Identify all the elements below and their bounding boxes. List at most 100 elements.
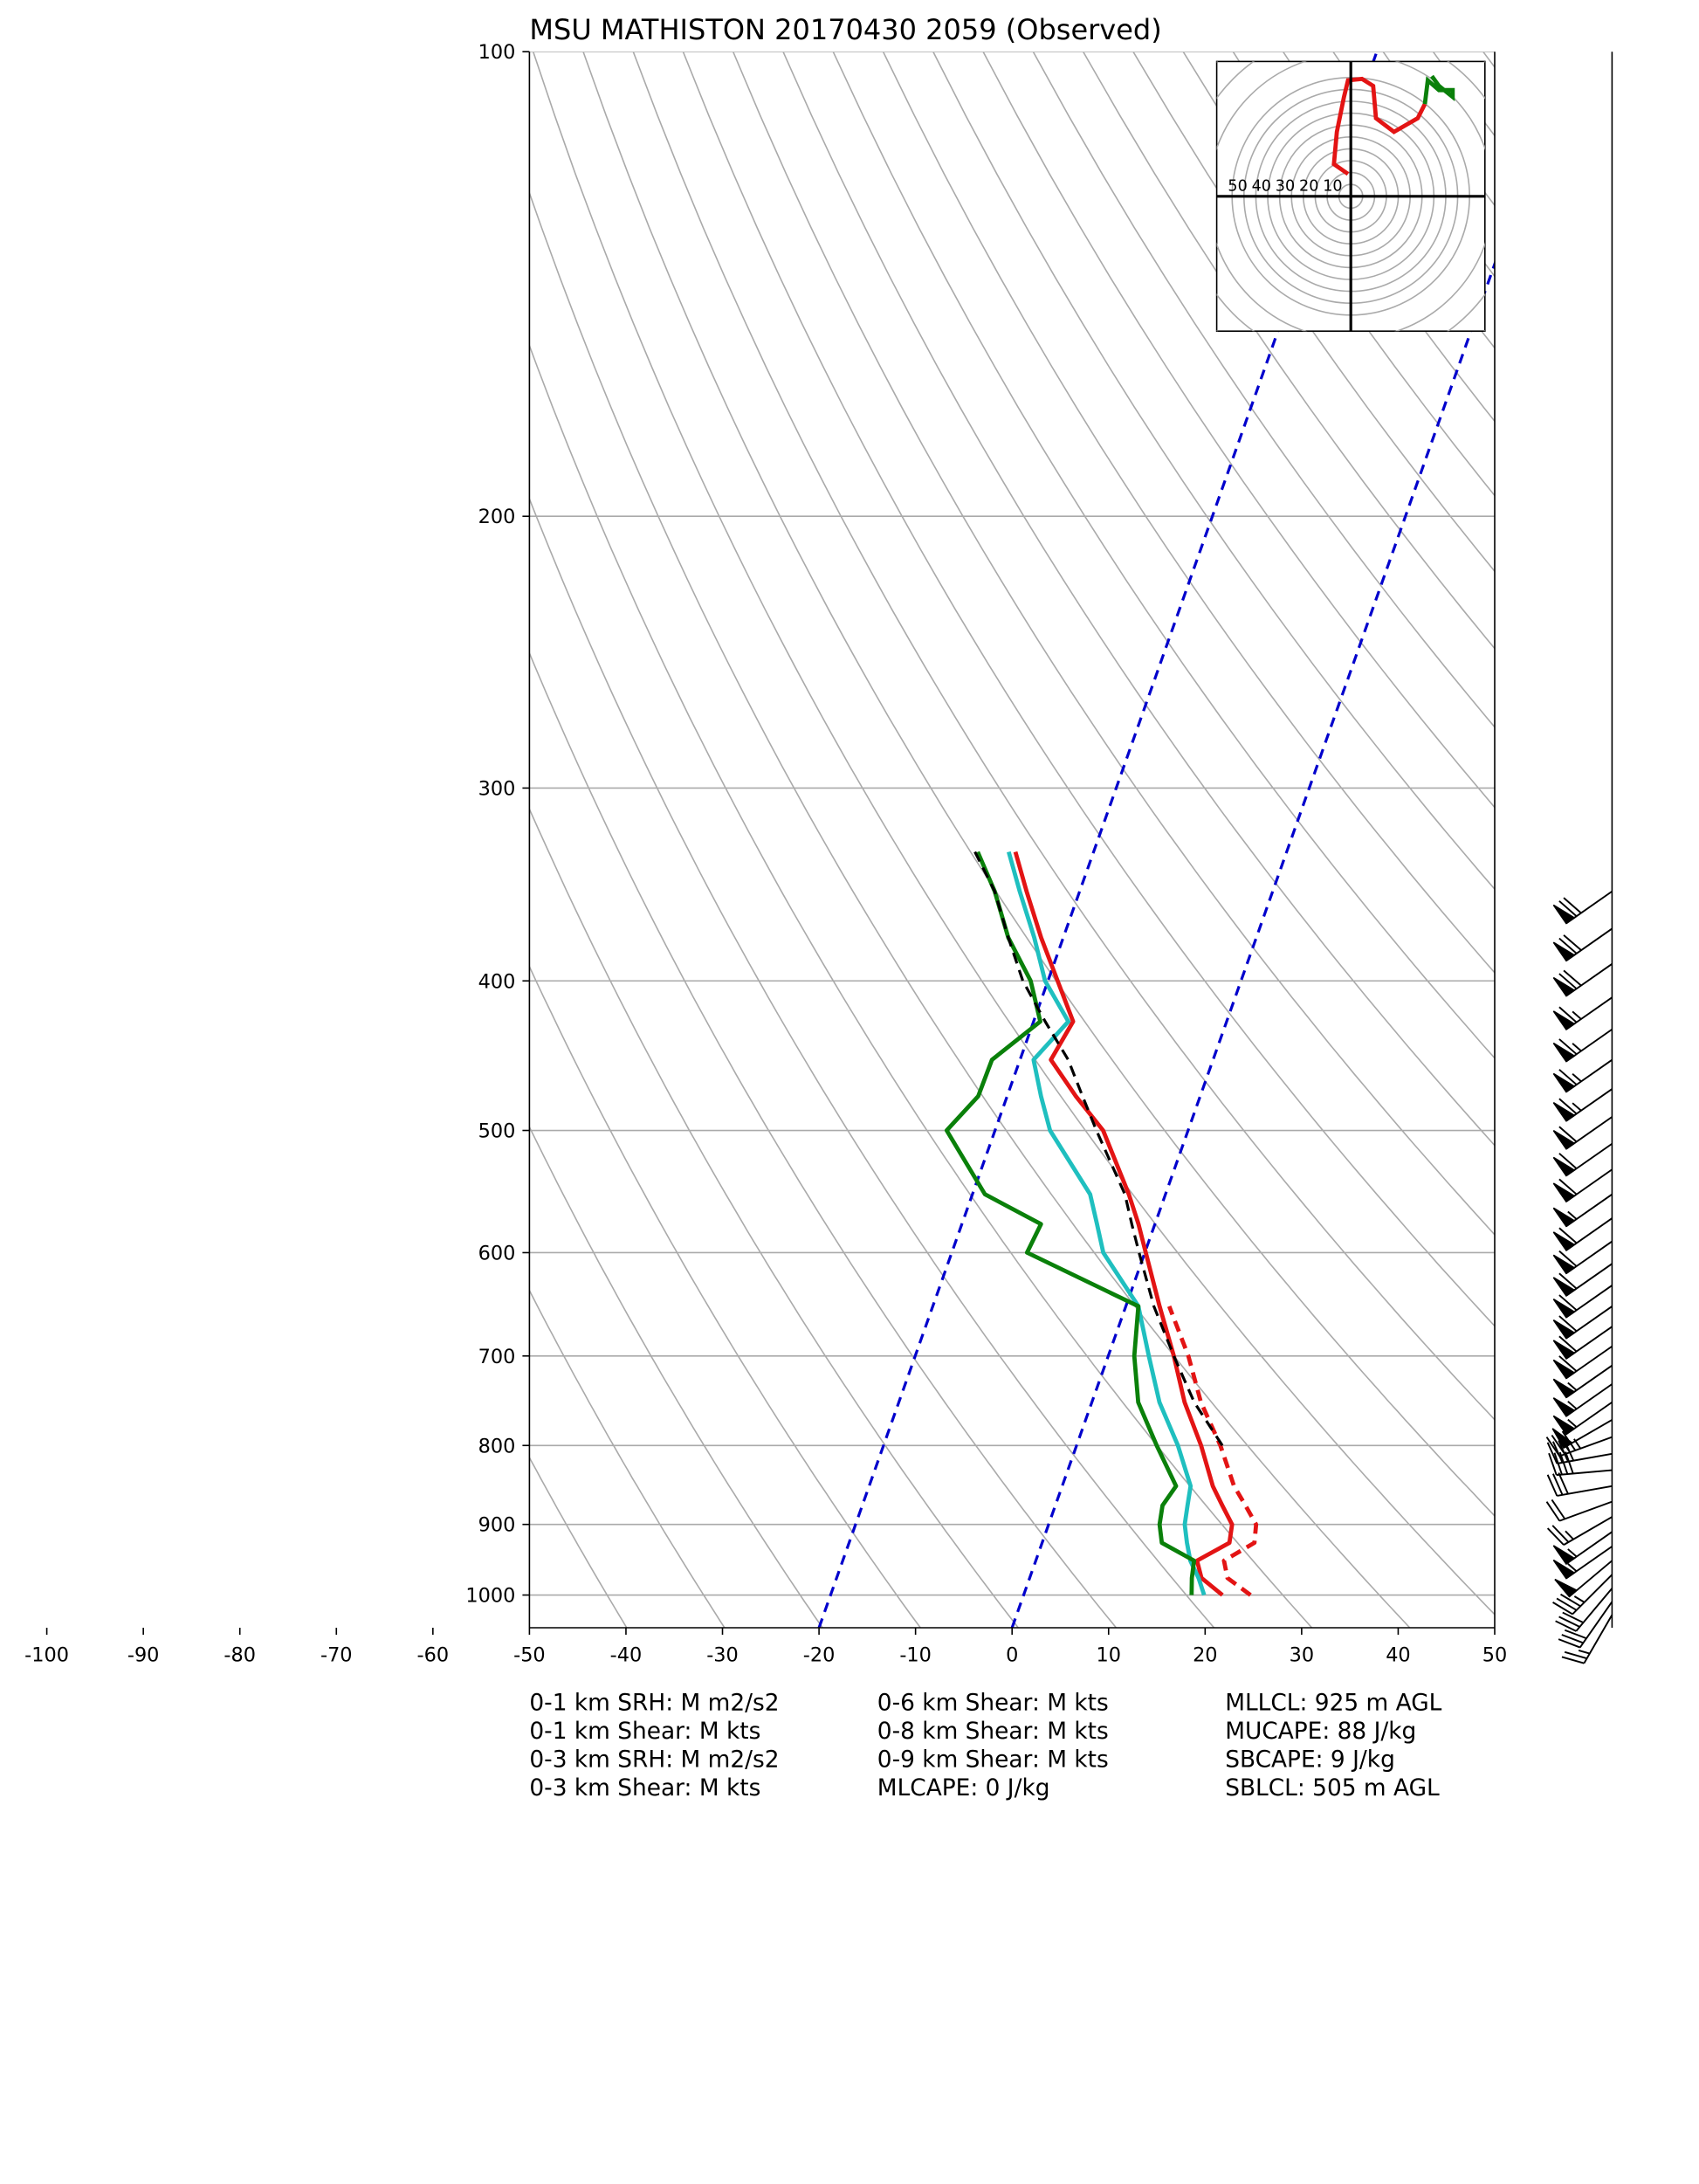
barb-staff [1546, 1439, 1613, 1464]
barb-staff [1545, 1498, 1613, 1522]
dry-adiabat [1533, 52, 1699, 1628]
y-tick-label: 800 [478, 1435, 516, 1457]
wind-barb [1558, 1601, 1613, 1649]
dry-adiabat [1482, 52, 1495, 69]
wind-barb [1552, 1285, 1613, 1319]
barb-flag [1552, 1182, 1576, 1203]
wind-barb [1551, 1419, 1613, 1450]
wind-barb [1552, 1546, 1613, 1580]
wind-barb [1552, 1116, 1613, 1150]
index-text: SBLCL: 505 m AGL [1225, 1774, 1440, 1802]
barb-staff [1546, 1516, 1613, 1546]
index-text: MLCAPE: 0 J/kg [877, 1774, 1050, 1802]
dry-adiabat [529, 1125, 823, 1628]
wind-barb [1552, 1383, 1613, 1417]
index-text: MLLCL: 925 m AGL [1225, 1689, 1441, 1716]
dry-adiabat [732, 52, 1495, 1237]
barb-flag [1552, 1397, 1576, 1417]
wind-barb [1552, 1574, 1613, 1616]
barb-flag [1552, 1415, 1576, 1436]
x-tick-label: 10 [1097, 1643, 1122, 1666]
barb-flag [1552, 941, 1576, 962]
wind-barb [1552, 1028, 1613, 1063]
wind-barb [1552, 1306, 1613, 1340]
hodo-trace [1422, 74, 1455, 105]
barb-flag [1552, 1102, 1576, 1122]
wind-barb [1552, 927, 1613, 962]
dry-adiabat [529, 343, 1313, 1628]
x-tick-label: 30 [1290, 1643, 1315, 1666]
x-tick-label: -90 [127, 1643, 160, 1666]
x-tick-label: -10 [899, 1643, 932, 1666]
barb-flag [1552, 1010, 1576, 1030]
dry-adiabat [529, 965, 921, 1628]
dry-adiabat [582, 52, 1495, 1518]
wind-barb [1546, 1516, 1613, 1546]
hodo-ring-label: 50 [1228, 177, 1247, 195]
x-tick-label: -50 [513, 1643, 546, 1666]
wind-barb [1552, 1217, 1613, 1251]
barb-flag [1552, 1130, 1576, 1150]
barb-staff [1555, 1588, 1613, 1632]
y-tick-label: 700 [478, 1346, 516, 1368]
dry-adiabat [982, 52, 1495, 809]
wind-barb [1552, 890, 1613, 925]
barb-staff [1546, 1472, 1613, 1497]
x-tick-label: -100 [24, 1643, 69, 1666]
wind-barb [1552, 1326, 1613, 1360]
wind-barb [1545, 1498, 1613, 1522]
dry-adiabat [1634, 52, 1699, 1628]
wind-barb [1552, 1058, 1613, 1093]
barb-flag [1552, 1254, 1576, 1275]
wind-barb [1552, 1088, 1613, 1122]
hodo-ring-label: 30 [1276, 177, 1295, 195]
wind-barb [1546, 1472, 1613, 1497]
profile-line [973, 851, 1224, 1447]
y-tick-label: 200 [478, 506, 516, 528]
barb-flag [1552, 1231, 1576, 1251]
dry-adiabat [529, 1289, 726, 1628]
index-text: SBCAPE: 9 J/kg [1225, 1746, 1395, 1773]
wind-barb [1552, 1240, 1613, 1275]
barb-staff [1561, 1614, 1613, 1664]
wind-barb [1555, 1588, 1613, 1632]
x-tick-label: 0 [1006, 1643, 1018, 1666]
dry-adiabat [529, 190, 1411, 1628]
barb-flag [1552, 1042, 1576, 1063]
wind-barb [1554, 1560, 1613, 1598]
profile-line [1007, 851, 1207, 1596]
dry-adiabat [529, 807, 1019, 1628]
dry-adiabat [782, 52, 1495, 1147]
wind-barb [1552, 1531, 1613, 1565]
wind-barb [1552, 1364, 1613, 1399]
barb-flag [1552, 904, 1576, 925]
wind-barb [1552, 1263, 1613, 1297]
y-tick-label: 900 [478, 1514, 516, 1537]
x-tick-label: 40 [1386, 1643, 1411, 1666]
barb-flag [1552, 1298, 1576, 1319]
wind-barb [1552, 1401, 1613, 1436]
index-text: 0-3 km SRH: M m2/s2 [529, 1746, 779, 1773]
wind-barb [1552, 1193, 1613, 1228]
y-tick-label: 1000 [465, 1585, 515, 1608]
dry-adiabat [832, 52, 1495, 1059]
wind-barb [1546, 1439, 1613, 1464]
y-tick-label: 400 [478, 970, 516, 993]
index-text: MUCAPE: 88 J/kg [1225, 1718, 1416, 1745]
index-text: 0-9 km Shear: M kts [877, 1746, 1109, 1773]
barb-flag [1552, 976, 1576, 997]
wind-barb [1552, 963, 1613, 997]
barb-flag [1552, 1340, 1576, 1360]
barb-flag [1552, 1378, 1576, 1399]
x-tick-label: -40 [610, 1643, 643, 1666]
hodo-ring-label: 40 [1252, 177, 1271, 195]
hodo-ring-label: 10 [1323, 177, 1342, 195]
barb-flag [1552, 1207, 1576, 1228]
y-tick-label: 600 [478, 1242, 516, 1264]
hodo-ring-label: 20 [1299, 177, 1318, 195]
barb-flag [1552, 1156, 1576, 1177]
dry-adiabat [932, 52, 1495, 891]
